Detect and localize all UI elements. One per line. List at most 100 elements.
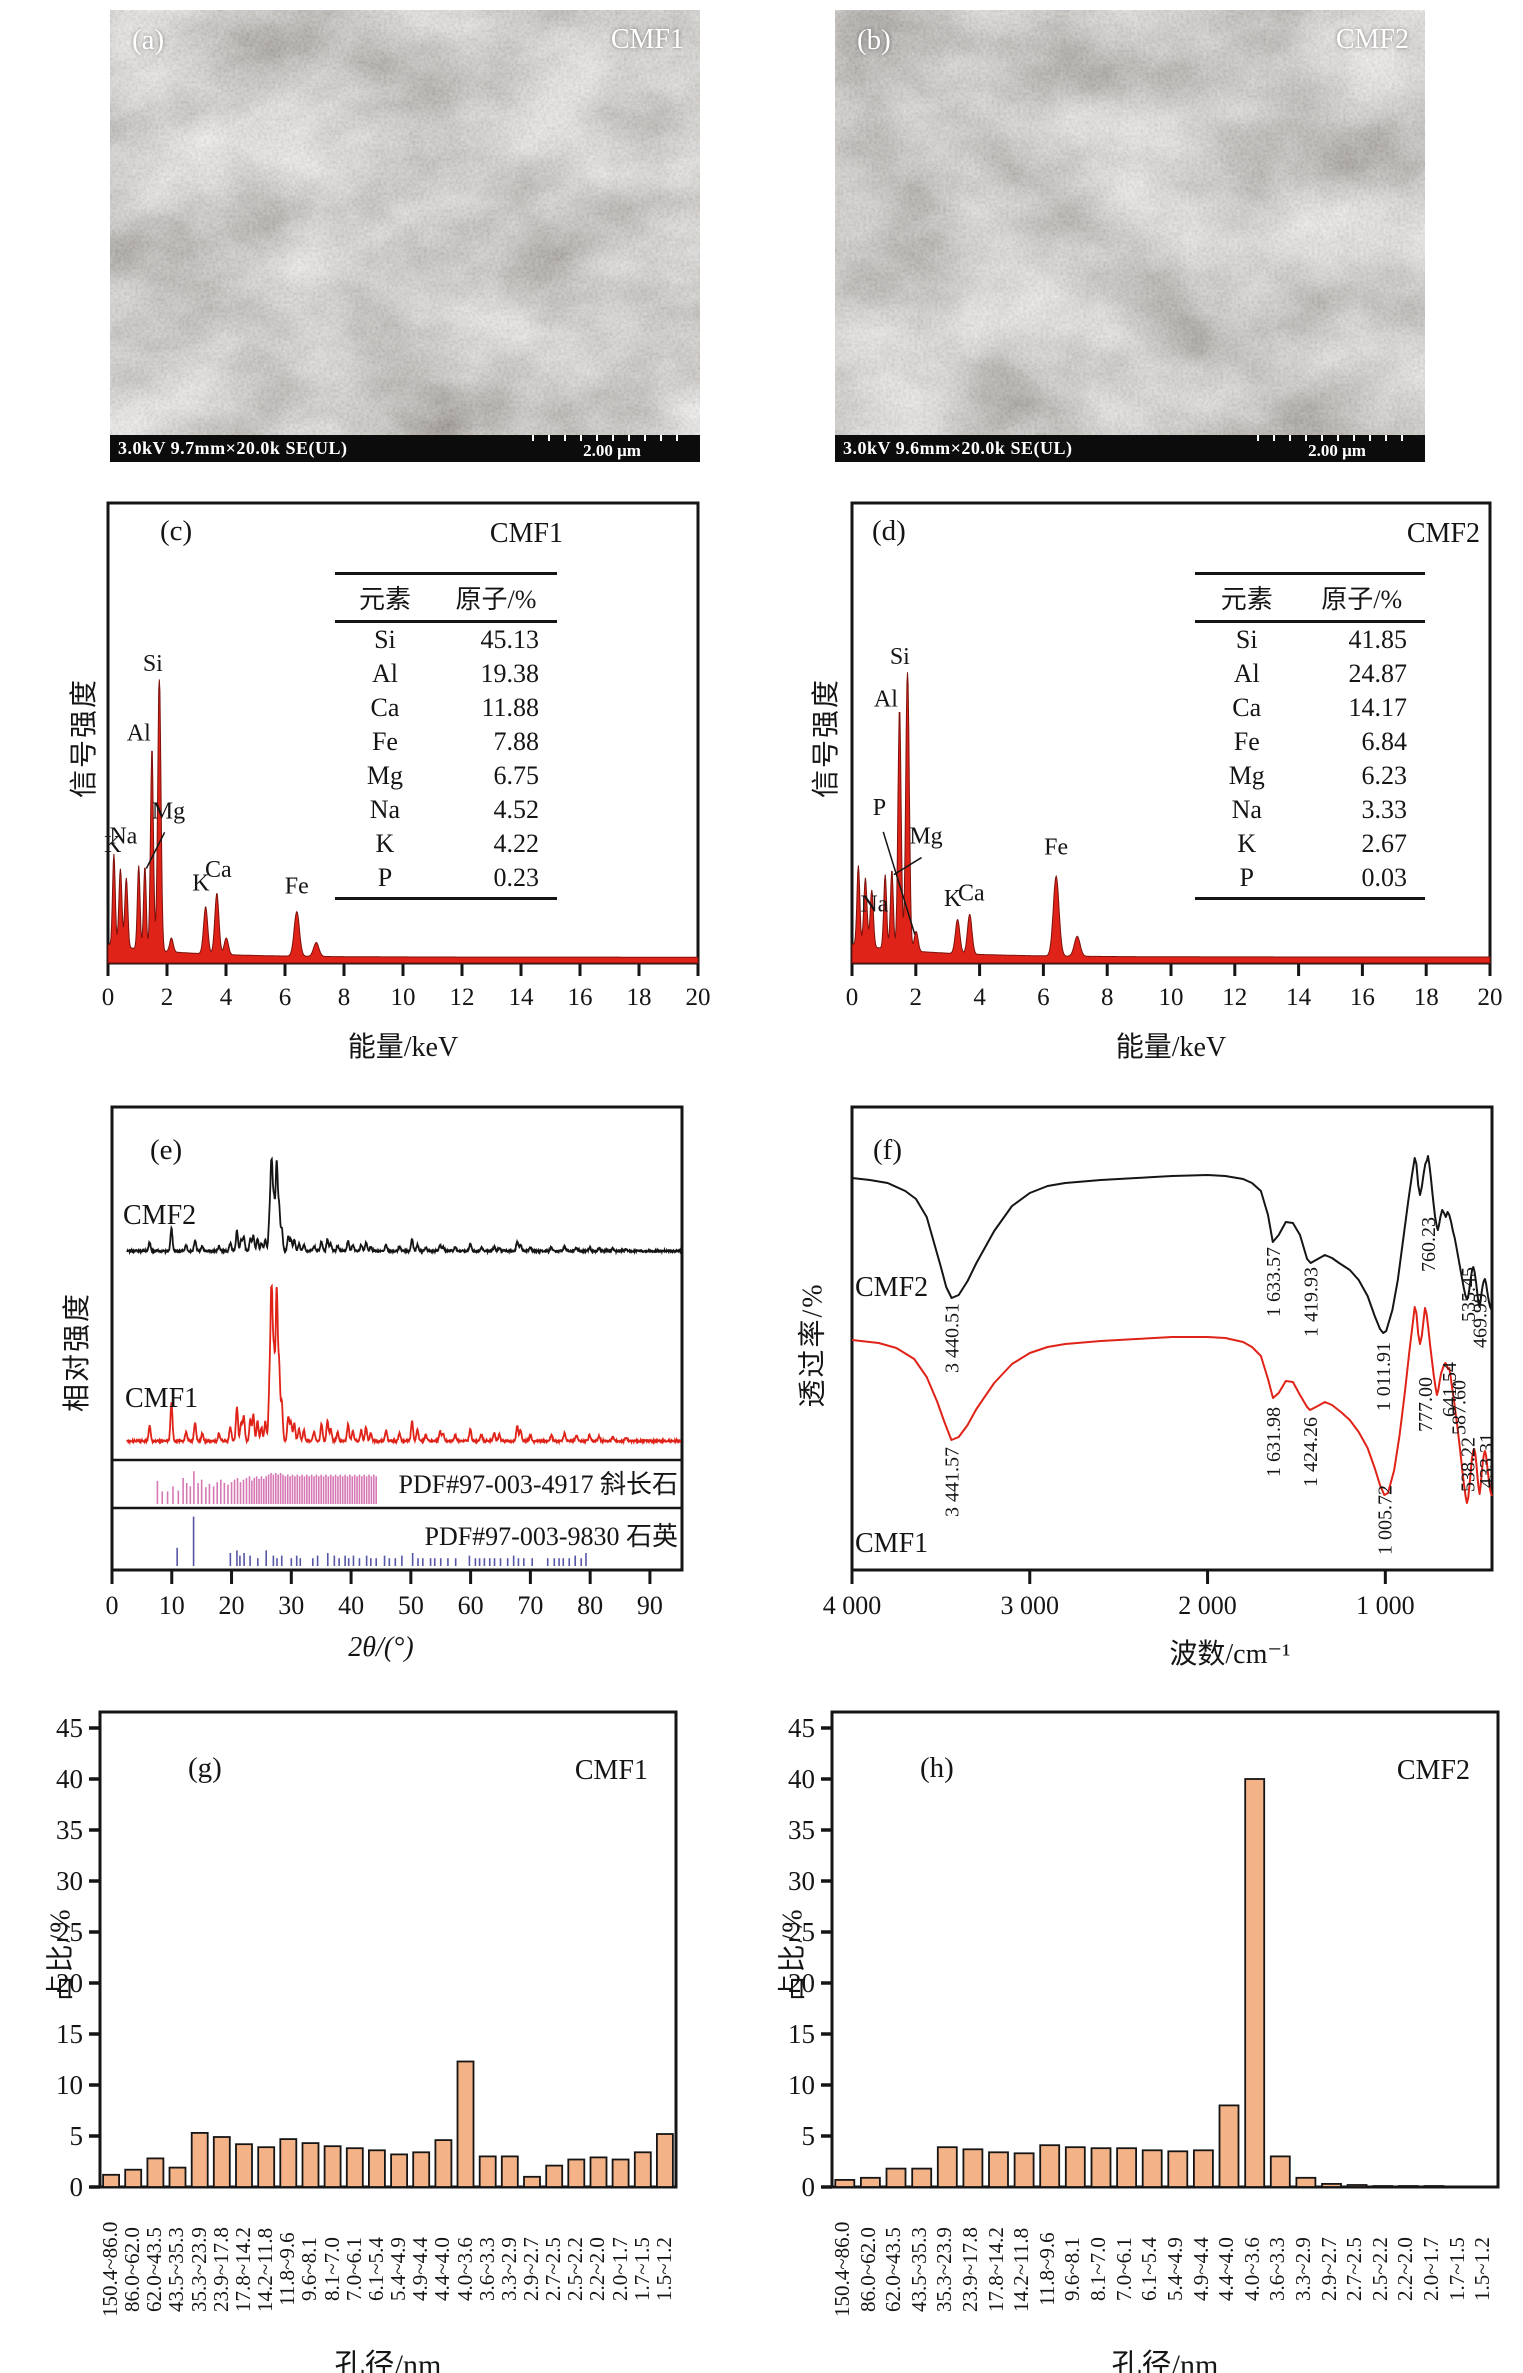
y-axis-title: 透过率/% [797, 1282, 829, 1408]
eds-table-row: Mg 6.75 [366, 761, 539, 790]
pdf-ref-plagioclase: PDF#97-003-4917 斜长石 [398, 1470, 678, 1499]
eds-table-row: K 2.67 [1237, 829, 1407, 858]
svg-text:1 005.72: 1 005.72 [1374, 1485, 1396, 1555]
sample-label: CMF2 [1406, 518, 1480, 549]
svg-text:20: 20 [686, 984, 711, 1011]
scale-bar: 2.00 μm [1257, 435, 1417, 462]
svg-text:14: 14 [1286, 984, 1312, 1011]
svg-text:20: 20 [56, 1968, 83, 1998]
svg-text:30: 30 [278, 1591, 304, 1620]
svg-text:0: 0 [70, 2172, 84, 2202]
svg-text:10: 10 [56, 2070, 83, 2100]
panel-label: (a) [132, 24, 165, 56]
svg-text:5: 5 [70, 2121, 84, 2151]
category-label: 2.9~2.7 [518, 2237, 543, 2302]
category-label: 35.3~23.9 [186, 2227, 211, 2312]
svg-text:Ca: Ca [958, 880, 985, 906]
svg-text:10: 10 [391, 984, 416, 1011]
sem-image-cmf1 [110, 10, 700, 462]
scale-ruler [1257, 435, 1417, 441]
category-label: 35.3~23.9 [932, 2227, 957, 2312]
category-label: 43.5~35.3 [164, 2227, 189, 2312]
scale-ruler [532, 435, 692, 441]
svg-text:5: 5 [802, 2121, 816, 2151]
svg-text:25: 25 [788, 1917, 815, 1947]
x-axis-title: 2θ/(°) [348, 1632, 414, 1663]
category-label: 14.2~11.8 [1009, 2227, 1034, 2312]
svg-text:18: 18 [1414, 984, 1439, 1011]
panel-label: (h) [920, 1752, 954, 1784]
eds-table-row: Ca 14.17 [1232, 693, 1407, 722]
scale-text: 2.00 μm [583, 441, 641, 460]
panel-label: (e) [150, 1134, 183, 1166]
svg-text:2 000: 2 000 [1178, 1591, 1237, 1620]
svg-text:0: 0 [102, 984, 115, 1011]
sample-label: CMF2 [1335, 24, 1409, 55]
category-label: 86.0~62.0 [855, 2227, 880, 2312]
category-label: 2.7~2.5 [1342, 2237, 1367, 2302]
sem-conditions: 3.0kV 9.6mm×20.0k SE(UL) [843, 438, 1073, 458]
category-label: 17.8~14.2 [983, 2227, 1008, 2312]
panel-label: (g) [188, 1752, 222, 1784]
svg-text:Al: Al [874, 687, 898, 713]
svg-text:8: 8 [338, 984, 351, 1011]
category-label: 8.1~7.0 [319, 2237, 344, 2302]
svg-text:Na: Na [860, 892, 888, 918]
category-label: 5.4~4.9 [1162, 2237, 1187, 2302]
svg-text:1 631.98: 1 631.98 [1263, 1407, 1285, 1477]
svg-text:0: 0 [802, 2172, 816, 2202]
svg-text:535.45: 535.45 [1458, 1267, 1480, 1322]
svg-text:0: 0 [846, 984, 859, 1011]
svg-text:10: 10 [788, 2070, 815, 2100]
panel-label: (f) [873, 1134, 902, 1166]
svg-text:4: 4 [973, 984, 986, 1011]
sample-label: CMF1 [610, 24, 684, 55]
eds-table-body: Si 41.85 Al 24.87 Ca 14.17 Fe 6.84 Mg 6.23 Na 3.33 K… [1195, 623, 1425, 900]
y-axis-title: 信号强度 [69, 677, 101, 799]
category-label: 2.2~2.0 [585, 2237, 610, 2302]
eds-table-row: Fe 6.84 [1233, 727, 1407, 756]
eds-table-body: Si 45.13 Al 19.38 Ca 11.88 Fe 7.88 Mg 6.75 Na 4.52 K… [335, 623, 557, 900]
category-label: 17.8~14.2 [230, 2227, 255, 2312]
svg-text:1 424.26: 1 424.26 [1300, 1417, 1322, 1487]
panel-h: 0 5 10 15 20 25 30 35 40 45 (h) CMF2 占比/% 150.4~8… [770, 1700, 1523, 2373]
panel-b: (b) CMF2 3.0kV 9.6mm×20.0k SE(UL) 2.00 μ… [835, 10, 1425, 462]
panel-a: (a) CMF1 3.0kV 9.7mm×20.0k SE(UL) 2.00 μ… [110, 10, 700, 462]
x-category-labels: 150.4~86.0 86.0~62.0 62.0~43.5 43.5~35.3 35.… [830, 2192, 1498, 2347]
category-label: 43.5~35.3 [906, 2227, 931, 2312]
category-label: 5.4~4.9 [386, 2237, 411, 2302]
category-label: 2.2~2.0 [1393, 2237, 1418, 2302]
category-label: 4.9~4.4 [408, 2237, 433, 2302]
svg-text:40: 40 [338, 1591, 364, 1620]
svg-text:6: 6 [1037, 984, 1050, 1011]
category-label: 6.1~5.4 [363, 2237, 388, 2302]
x-axis-title: 孔径/nm [334, 2349, 442, 2373]
eds-table-row: Ca 11.88 [370, 693, 539, 722]
col-atomic-percent: 原子/% [455, 585, 537, 614]
scale-bar: 2.00 μm [532, 435, 692, 462]
category-label: 7.0~6.1 [341, 2237, 366, 2302]
svg-text:20: 20 [219, 1591, 245, 1620]
svg-text:433.31: 433.31 [1476, 1433, 1498, 1488]
svg-text:2: 2 [161, 984, 174, 1011]
eds-table-row: Na 3.33 [1231, 795, 1407, 824]
svg-text:20: 20 [788, 1968, 815, 1998]
col-atomic-percent: 原子/% [1321, 585, 1403, 614]
sample-label: CMF2 [1396, 1755, 1470, 1786]
panel-label: (d) [872, 515, 906, 547]
category-label: 23.9~17.8 [958, 2227, 983, 2312]
svg-text:Si: Si [890, 644, 910, 670]
svg-text:Fe: Fe [285, 874, 309, 900]
y-axis-title: 占比/% [777, 1907, 809, 2003]
eds-table-row: Na 4.52 [369, 795, 539, 824]
eds-table-header: 元素 原子/% [335, 572, 557, 623]
svg-text:40: 40 [788, 1764, 815, 1794]
category-label: 8.1~7.0 [1086, 2237, 1111, 2302]
category-label: 9.6~8.1 [297, 2237, 322, 2302]
category-label: 3.6~3.3 [474, 2237, 499, 2302]
svg-text:80: 80 [577, 1591, 603, 1620]
category-label: 1.5~1.2 [651, 2237, 676, 2302]
eds-table-row: Al 19.38 [371, 659, 539, 688]
panel-d: 0 2 4 6 8 10 12 14 16 18 20 Si Al P Na Mg K Ca Fe (d) CMF2… [800, 495, 1523, 1080]
panel-label: (c) [160, 515, 193, 547]
